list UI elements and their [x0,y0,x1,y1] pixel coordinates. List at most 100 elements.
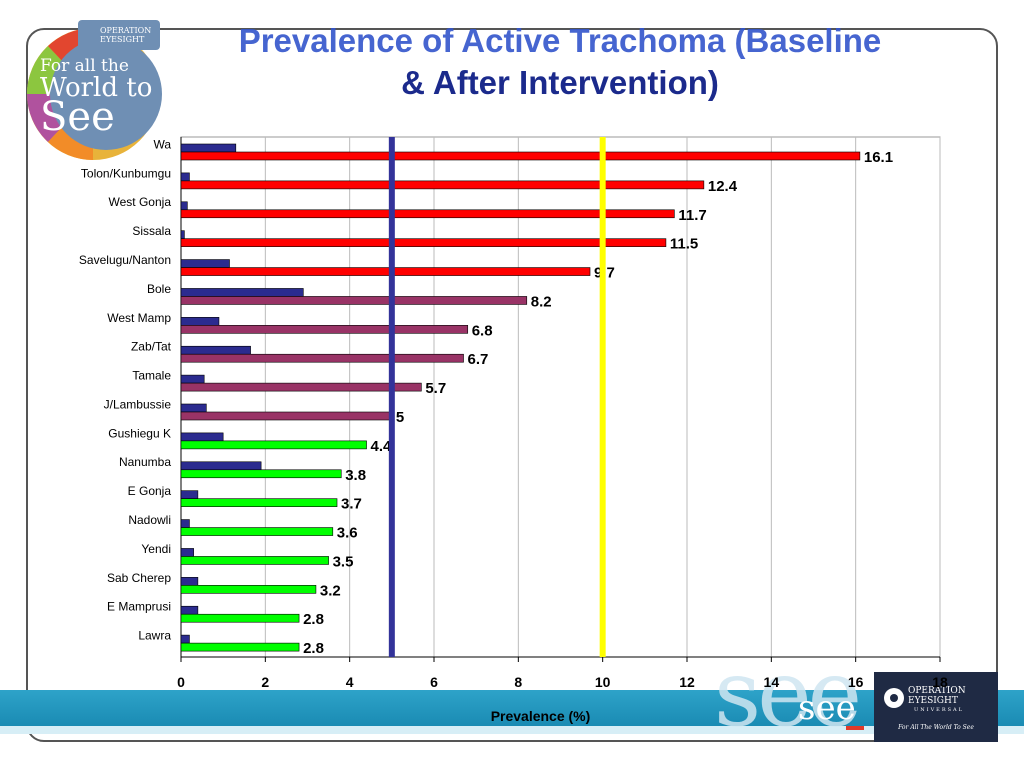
tick-label: 12 [679,674,695,690]
category-label: Sissala [132,224,171,238]
bar-after [180,325,469,334]
bar-baseline [180,259,230,268]
category-label: Lawra [138,629,171,643]
bar-after [180,585,317,594]
tick-label: 10 [595,674,611,690]
data-label: 6.7 [468,351,489,368]
chart-title: Prevalence of Active Trachoma (Baseline … [160,20,960,104]
category-label: Tolon/Kunbumgu [81,166,171,180]
bar-baseline [180,345,251,355]
bar-baseline [180,317,220,326]
bar-after [180,353,464,363]
see-watermark: see [714,640,862,747]
category-label: Nadowli [128,513,171,527]
bar-baseline [180,288,304,297]
tick-label: 2 [261,674,269,690]
bar-baseline [180,172,190,182]
bar-baseline [180,605,199,615]
footer-see-text: see [798,688,856,728]
bar-baseline [180,461,262,471]
bar-baseline [180,230,185,239]
logo-text-line2: World to [40,73,153,103]
footer-org-line1: OPERATION [908,686,966,696]
footer-org-line3: UNIVERSAL [914,707,964,713]
tick-label: 16 [848,674,864,690]
chart-title-line2: & After Intervention) [401,64,719,101]
tick-label: 8 [514,674,522,690]
tick-label: 0 [177,674,185,690]
data-label: 3.2 [320,582,341,599]
footer-org-line2: EYESIGHT [908,696,958,706]
logo-text-line3: See [40,94,115,140]
footer-accent [846,726,864,730]
data-label: 12.4 [708,178,738,195]
category-label: Yendi [141,542,171,556]
data-label: 6.8 [472,322,493,339]
data-label: 3.8 [345,467,366,484]
bar-baseline [180,201,188,211]
chart-title-line1: Prevalence of Active Trachoma (Baseline [238,22,882,59]
bar-baseline [180,519,190,528]
bar-after [180,527,334,536]
data-label: 5.7 [425,380,446,397]
data-label: 3.5 [333,553,354,570]
bar-after [180,613,300,623]
bar-baseline [180,548,194,557]
data-label: 11.5 [670,236,698,253]
bar-baseline [180,634,190,644]
category-label: J/Lambussie [104,397,172,411]
logo-text: For all the World to See [40,58,160,140]
category-label: Sab Cherep [107,571,171,585]
bar-after [180,151,861,161]
reference-line [599,137,606,657]
data-label: 8.2 [531,293,552,310]
data-label: 2.8 [303,640,324,657]
data-label: 4.4 [371,438,393,455]
category-label: Gushiegu K [108,426,171,440]
data-label: 3.7 [341,496,362,513]
plot-area [180,136,941,658]
bar-baseline [180,432,224,442]
bar-after [180,642,300,652]
bar-after [180,267,591,276]
x-axis-label: Prevalence (%) [491,708,591,724]
bar-after [180,411,393,421]
tick-label: 4 [346,674,354,690]
footer-logo: OPERATION EYESIGHT UNIVERSAL For All The… [874,672,998,742]
bar-baseline [180,374,205,384]
category-label: West Mamp [107,311,171,325]
bar-after [180,440,367,450]
data-label: 11.7 [678,207,706,224]
data-label: 2.8 [303,611,324,628]
bar-after [180,296,528,305]
logo-badge-line2: EYESIGHT [100,35,145,44]
data-label: 5 [396,409,404,426]
category-label: E Gonja [128,484,172,498]
data-label: 16.1 [864,149,893,166]
reference-line [388,137,395,657]
data-label: 3.6 [337,525,358,542]
tick-label: 18 [932,674,948,690]
footer-tagline: For All The World To See [898,724,974,731]
category-label: West Gonja [109,195,172,209]
category-label: E Mamprusi [107,600,171,614]
category-label: Nanumba [119,455,171,469]
tick-label: 6 [430,674,438,690]
bar-after [180,180,705,190]
bar-baseline [180,577,199,586]
bar-after [180,498,338,507]
bar-after [180,556,329,565]
category-label: Zab/Tat [131,340,172,354]
tick-label: 14 [764,674,780,690]
footer-band [0,690,1024,726]
category-label: Bole [147,282,171,296]
category-label: Wa [153,137,171,151]
category-label: Tamale [132,369,171,383]
eye-icon [884,688,904,708]
bar-after [180,469,342,479]
bar-after [180,382,422,392]
bar-baseline [180,143,237,153]
bar-after [180,238,667,247]
category-label: Savelugu/Nanton [79,253,171,267]
